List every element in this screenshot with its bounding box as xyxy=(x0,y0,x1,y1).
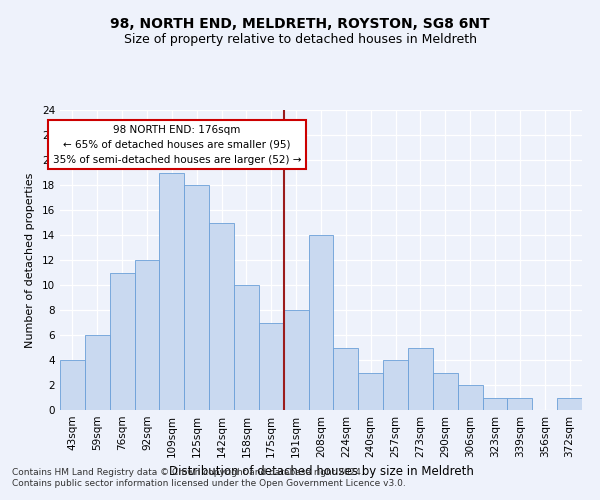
X-axis label: Distribution of detached houses by size in Meldreth: Distribution of detached houses by size … xyxy=(169,466,473,478)
Text: 98, NORTH END, MELDRETH, ROYSTON, SG8 6NT: 98, NORTH END, MELDRETH, ROYSTON, SG8 6N… xyxy=(110,18,490,32)
Bar xyxy=(259,322,284,410)
Bar xyxy=(383,360,408,410)
Bar xyxy=(284,310,308,410)
Text: Contains HM Land Registry data © Crown copyright and database right 2024.
Contai: Contains HM Land Registry data © Crown c… xyxy=(12,468,406,487)
Bar xyxy=(110,272,134,410)
Bar xyxy=(358,372,383,410)
Bar xyxy=(234,285,259,410)
Bar xyxy=(184,185,209,410)
Bar xyxy=(458,385,482,410)
Bar xyxy=(85,335,110,410)
Text: Size of property relative to detached houses in Meldreth: Size of property relative to detached ho… xyxy=(124,32,476,46)
Bar xyxy=(508,398,532,410)
Bar xyxy=(557,398,582,410)
Bar xyxy=(209,222,234,410)
Bar xyxy=(160,172,184,410)
Bar xyxy=(433,372,458,410)
Text: 98 NORTH END: 176sqm
← 65% of detached houses are smaller (95)
35% of semi-detac: 98 NORTH END: 176sqm ← 65% of detached h… xyxy=(53,125,301,164)
Bar xyxy=(482,398,508,410)
Bar xyxy=(134,260,160,410)
Bar xyxy=(334,348,358,410)
Y-axis label: Number of detached properties: Number of detached properties xyxy=(25,172,35,348)
Bar xyxy=(408,348,433,410)
Bar xyxy=(60,360,85,410)
Bar xyxy=(308,235,334,410)
